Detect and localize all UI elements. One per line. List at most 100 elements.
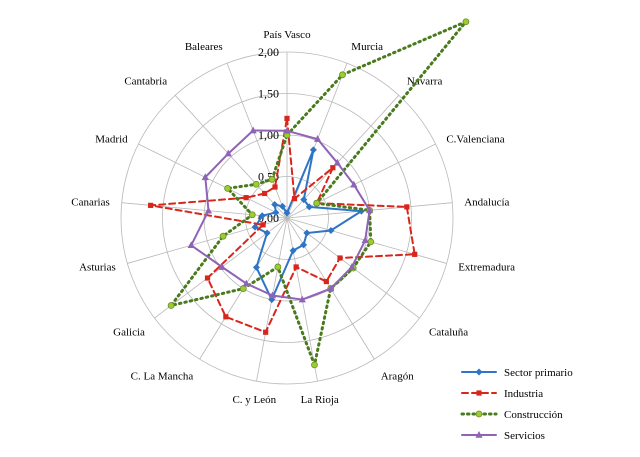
data-point — [366, 206, 374, 214]
legend: Sector primario Industria Construcción Serv… — [460, 367, 573, 442]
data-point — [243, 195, 249, 201]
data-point — [272, 184, 278, 190]
data-point — [475, 431, 483, 438]
grid-spoke — [286, 95, 400, 219]
data-point — [293, 264, 299, 270]
series-line — [189, 129, 371, 301]
series-industria — [148, 115, 418, 335]
data-point — [339, 71, 346, 79]
data-point — [476, 390, 482, 396]
data-point — [289, 247, 297, 255]
legend-label: Construcción — [504, 409, 563, 421]
data-point — [367, 238, 375, 246]
data-point — [333, 158, 341, 166]
data-point — [223, 314, 229, 320]
data-point — [475, 368, 483, 376]
data-point — [251, 223, 259, 231]
data-point — [361, 236, 369, 244]
data-point — [263, 229, 271, 237]
data-point — [327, 284, 335, 292]
data-point — [298, 295, 306, 303]
data-point — [279, 202, 287, 210]
data-point — [291, 196, 298, 202]
radar-grid — [120, 51, 454, 385]
data-point — [224, 185, 231, 192]
data-point — [242, 279, 250, 287]
legend-label: Sector primario — [504, 367, 573, 379]
grid-spoke — [286, 143, 436, 219]
data-point — [284, 115, 290, 121]
category-label: Cataluña — [429, 326, 468, 338]
data-point — [327, 226, 335, 234]
grid-spoke — [127, 217, 288, 264]
data-point — [462, 18, 470, 26]
data-point — [323, 278, 329, 285]
category-label: Andalucía — [464, 197, 509, 209]
tick-label: 2,00 — [258, 45, 279, 59]
data-point — [224, 149, 232, 157]
category-label: C. y León — [232, 394, 276, 406]
category-label: C.Valenciana — [446, 134, 504, 146]
data-point — [249, 126, 257, 134]
legend-label: Servicios — [504, 430, 545, 442]
data-point — [350, 180, 358, 188]
data-point — [311, 361, 318, 369]
category-label: Cantabria — [124, 75, 167, 87]
data-point — [330, 165, 336, 171]
data-point — [268, 175, 276, 183]
data-point — [309, 146, 317, 154]
series-servicios — [187, 126, 374, 303]
data-point — [204, 206, 213, 214]
data-point — [204, 275, 211, 281]
series-construcción — [167, 18, 470, 371]
data-point — [239, 285, 247, 292]
data-point — [262, 190, 268, 197]
data-point — [475, 410, 483, 418]
data-point — [258, 212, 266, 220]
data-point — [412, 251, 418, 257]
data-point — [167, 302, 175, 309]
data-point — [148, 202, 154, 208]
legend-label: Industria — [504, 388, 543, 400]
category-label: Canarias — [71, 197, 109, 209]
data-point — [337, 255, 343, 261]
data-point — [260, 222, 266, 228]
data-point — [303, 229, 311, 237]
data-point — [274, 263, 282, 271]
data-point — [404, 204, 410, 210]
data-point — [305, 203, 313, 211]
category-label: Asturias — [79, 262, 116, 274]
data-point — [187, 241, 195, 249]
series-group — [148, 18, 470, 371]
category-label: Madrid — [95, 134, 128, 146]
grid-spoke — [138, 143, 288, 219]
data-point — [263, 329, 269, 335]
data-point — [219, 232, 227, 240]
data-point — [252, 263, 260, 271]
series-line — [150, 118, 416, 334]
data-point — [313, 199, 321, 207]
category-label: Murcia — [351, 41, 383, 53]
data-point — [272, 208, 280, 216]
data-point — [252, 180, 260, 188]
data-point — [248, 211, 256, 219]
category-label: C. La Mancha — [131, 370, 194, 382]
category-labels: País VascoMurciaNavarraC.ValencianaAndal… — [71, 29, 515, 406]
grid-spoke — [226, 63, 288, 219]
data-point — [313, 135, 322, 142]
series-line — [167, 20, 468, 371]
grid-spoke — [174, 95, 288, 219]
tick-label: 1,50 — [258, 87, 279, 101]
data-point — [268, 291, 277, 299]
data-point — [348, 263, 356, 270]
category-label: La Rioja — [301, 394, 339, 406]
data-point — [218, 263, 226, 270]
category-label: País Vasco — [263, 29, 311, 41]
data-point — [201, 173, 209, 181]
data-point — [300, 196, 308, 204]
category-label: Galicia — [113, 326, 145, 338]
category-label: Baleares — [185, 41, 223, 53]
data-point — [283, 209, 291, 217]
data-point — [271, 201, 279, 209]
